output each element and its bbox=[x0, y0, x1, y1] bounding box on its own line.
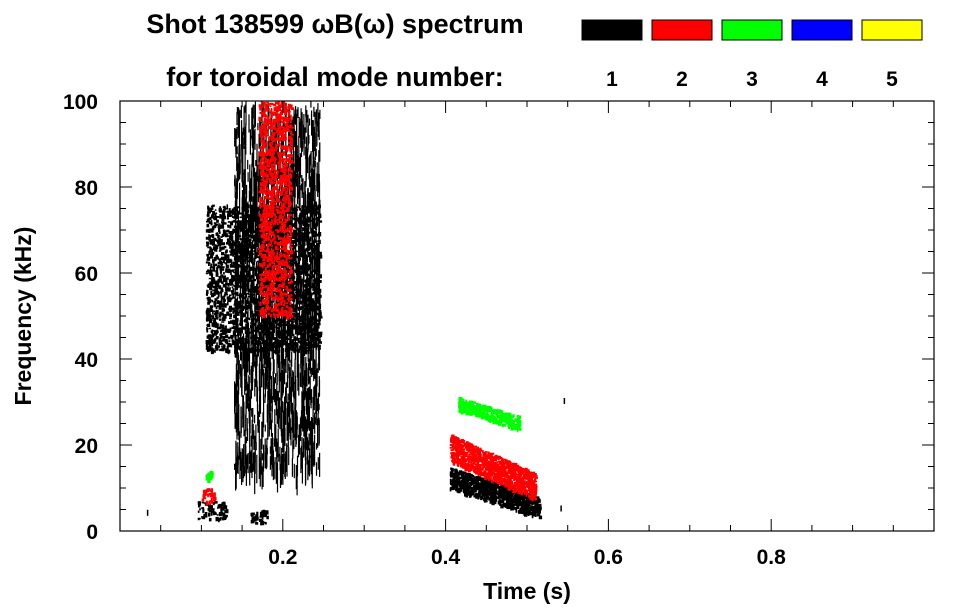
spectrum-region-mode-2 bbox=[449, 434, 538, 502]
x-tick-label: 0.4 bbox=[431, 546, 461, 569]
spectrum-spot bbox=[560, 505, 562, 512]
y-tick-label: 40 bbox=[75, 349, 98, 372]
x-tick-label: 0.6 bbox=[594, 546, 623, 569]
legend-swatch-2 bbox=[651, 19, 713, 41]
legend-swatch-5 bbox=[861, 19, 923, 41]
spectrum-region-mode-2 bbox=[258, 101, 295, 320]
x-tick-label: 0.2 bbox=[268, 546, 297, 569]
spectrum-speckle bbox=[250, 509, 269, 526]
legend-label-3: 3 bbox=[746, 68, 758, 91]
legend-label-2: 2 bbox=[676, 68, 688, 91]
spectrum-speckle bbox=[458, 396, 522, 433]
legend-label-5: 5 bbox=[886, 68, 898, 91]
spectrum-speckle bbox=[449, 467, 543, 520]
legend-label-4: 4 bbox=[816, 68, 828, 91]
legend-swatch-3 bbox=[721, 19, 783, 41]
y-axis-label: Frequency (kHz) bbox=[10, 227, 36, 406]
spectrum-region-mode-1 bbox=[449, 467, 543, 520]
x-tick-label: 0.8 bbox=[757, 546, 787, 569]
spectrum-speckle bbox=[201, 488, 217, 506]
plot-area bbox=[146, 101, 566, 526]
spectrum-region-mode-2 bbox=[201, 488, 217, 506]
legend-swatch-4 bbox=[791, 19, 853, 41]
y-tick-label: 20 bbox=[75, 435, 98, 458]
spectrum-region-mode-3 bbox=[458, 396, 522, 433]
spectrum-region-mode-1 bbox=[197, 500, 229, 523]
spectrum-spot bbox=[146, 509, 149, 516]
chart-title-line1: Shot 138599 ωB(ω) spectrum bbox=[146, 9, 523, 39]
y-tick-label: 80 bbox=[75, 177, 98, 200]
legend-label-1: 1 bbox=[606, 68, 618, 91]
legend: 1 2 3 4 5 bbox=[581, 19, 923, 91]
spectrum-speckle bbox=[449, 434, 538, 502]
spectrum-region-mode-1 bbox=[250, 509, 269, 526]
legend-swatch-1 bbox=[581, 19, 643, 41]
spectrum-region-mode-3 bbox=[205, 470, 214, 483]
y-tick-label: 60 bbox=[75, 263, 98, 286]
spectrum-speckle bbox=[205, 470, 214, 483]
axis-ticks: 0.2 0.4 0.6 0.8 0 20 40 60 80 100 bbox=[63, 91, 934, 569]
x-axis-label: Time (s) bbox=[483, 578, 571, 604]
chart-title-line2: for toroidal mode number: bbox=[166, 62, 504, 92]
spectrum-speckle bbox=[197, 500, 229, 523]
y-tick-label: 0 bbox=[86, 521, 98, 544]
spectrum-spot bbox=[563, 398, 566, 404]
spectrum-speckle bbox=[258, 101, 295, 320]
y-tick-label: 100 bbox=[63, 91, 98, 114]
